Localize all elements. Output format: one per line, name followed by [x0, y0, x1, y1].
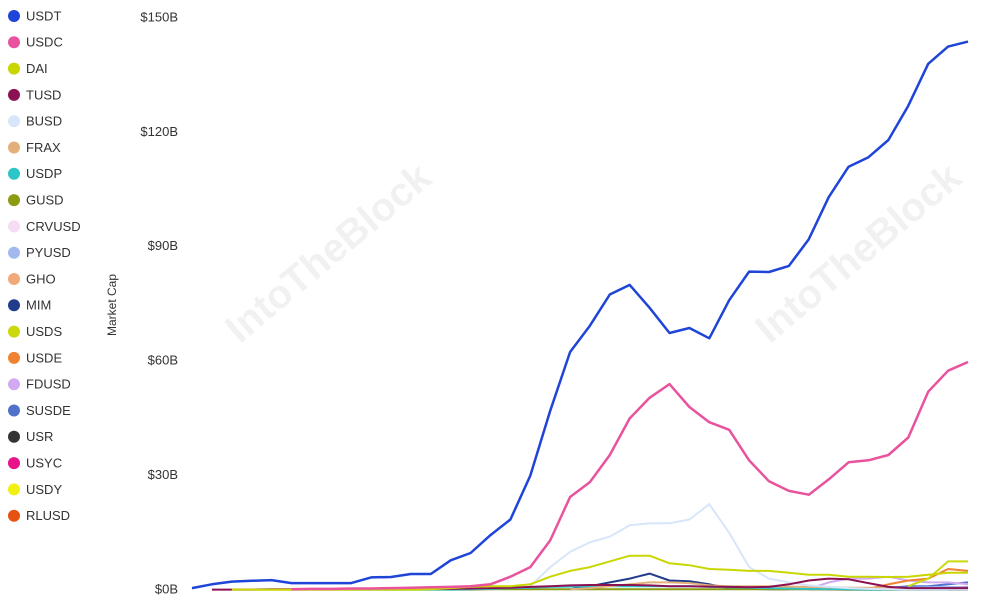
legend-label: USDC [26, 35, 63, 50]
legend-marker [8, 220, 20, 233]
legend-marker [8, 378, 20, 391]
legend-label: DAI [26, 61, 48, 76]
legend-marker [8, 194, 20, 207]
legend-marker [8, 483, 20, 496]
legend-label: RLUSD [26, 508, 70, 523]
legend-label: SUSDE [26, 403, 71, 418]
legend-marker [8, 273, 20, 285]
legend-label: USDT [26, 8, 61, 23]
legend-label: FDUSD [26, 377, 71, 392]
legend-label: CRVUSD [26, 219, 81, 234]
y-tick-label: $30B [148, 467, 178, 482]
legend-label: USDY [26, 482, 62, 497]
legend-marker [8, 404, 20, 417]
watermark: IntoTheBlock [747, 154, 970, 351]
y-axis-label: Market Cap [105, 274, 119, 336]
legend-label: USR [26, 429, 53, 444]
line [868, 568, 969, 590]
legend-label: USDE [26, 350, 62, 365]
legend-label: FRAX [26, 140, 61, 155]
legend-marker [8, 430, 20, 443]
legend-label: USDS [26, 324, 62, 339]
legend-label: GHO [26, 271, 56, 286]
legend-marker [8, 36, 20, 49]
legend-marker [8, 299, 20, 312]
legend-marker [8, 115, 20, 128]
y-tick-label: $0B [155, 581, 178, 596]
legend-label: USYC [26, 456, 62, 471]
legend-label: BUSD [26, 114, 62, 129]
legend-label: PYUSD [26, 245, 71, 260]
legend-marker [8, 88, 20, 101]
legend-marker [8, 351, 20, 364]
line [529, 503, 968, 591]
y-tick-label: $90B [148, 238, 178, 253]
legend-label: USDP [26, 166, 62, 181]
line [191, 40, 969, 590]
legend-marker [8, 457, 20, 470]
y-tick-label: $150B [140, 9, 178, 24]
watermark: IntoTheBlock [217, 154, 440, 351]
legend-marker [8, 10, 20, 22]
legend-label: MIM [26, 298, 51, 313]
line [291, 360, 969, 591]
legend-marker [8, 325, 20, 338]
legend-marker [8, 167, 20, 180]
legend-marker [8, 246, 20, 259]
legend-marker [8, 509, 20, 522]
y-tick-label: $120B [140, 124, 178, 139]
line [907, 560, 968, 588]
legend-label: GUSD [26, 193, 64, 208]
legend-label: TUSD [26, 87, 61, 102]
legend-marker [8, 62, 20, 75]
y-tick-label: $60B [148, 353, 178, 368]
legend-marker [8, 141, 20, 154]
